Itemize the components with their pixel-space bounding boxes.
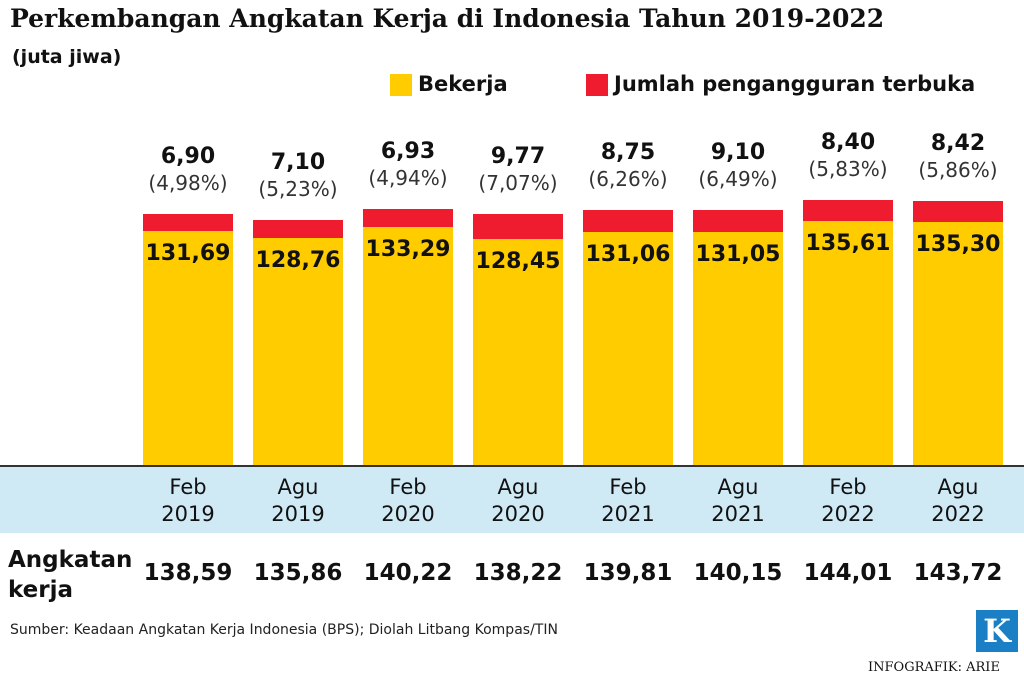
unemployed-label: 8,75 <box>600 140 656 166</box>
total-value: 138,59 <box>143 560 233 586</box>
rate-label: (5,83%) <box>808 156 888 181</box>
rate-label: (5,23%) <box>258 177 338 202</box>
rate-label: (5,86%) <box>918 157 998 182</box>
rate-label: (7,07%) <box>478 171 558 196</box>
legend-label: Bekerja <box>418 72 508 96</box>
logo: K <box>976 610 1018 652</box>
x-tick-label: Agu 2021 <box>711 475 765 526</box>
value-label: 135,30 <box>915 231 1001 257</box>
rate-label: (6,49%) <box>698 166 778 191</box>
value-label: 128,45 <box>475 248 561 274</box>
x-tick-label: Agu 2020 <box>491 475 545 526</box>
bar-segment <box>473 238 563 465</box>
chart-title: Perkembangan Angkatan Kerja di Indonesia… <box>10 4 885 33</box>
x-tick-label: Feb 2020 <box>381 475 435 526</box>
total-value: 135,86 <box>253 560 343 586</box>
x-tick-label: Feb 2019 <box>161 475 215 526</box>
bar-segment <box>253 238 343 465</box>
chart-subtitle: (juta jiwa) <box>12 46 122 68</box>
value-label: 131,06 <box>585 242 671 268</box>
total-value: 143,72 <box>913 560 1003 586</box>
bar-segment <box>253 220 343 239</box>
bar-segment <box>473 214 563 239</box>
bar-segment <box>803 220 893 465</box>
unemployed-label: 8,40 <box>820 129 876 155</box>
x-tick-label: Feb 2022 <box>821 475 875 526</box>
bar-segment <box>913 200 1003 222</box>
unemployed-label: 6,90 <box>160 143 216 169</box>
total-value: 144,01 <box>803 560 893 586</box>
bar-segment <box>693 209 783 233</box>
bar-segment <box>913 221 1003 465</box>
rate-label: (6,26%) <box>588 167 668 192</box>
total-value: 139,81 <box>583 560 673 586</box>
bar-segment <box>583 210 673 233</box>
bar-segment <box>583 232 673 465</box>
total-value: 138,22 <box>473 560 563 586</box>
x-tick-label: Feb 2021 <box>601 475 655 526</box>
totals-label: Angkatan kerja <box>8 547 133 603</box>
unemployed-label: 9,10 <box>710 139 766 165</box>
x-tick-label: Agu 2019 <box>271 475 325 526</box>
credit: INFOGRAFIK: ARIE <box>868 660 1000 675</box>
rate-label: (4,98%) <box>148 170 228 195</box>
category-band <box>0 465 1024 533</box>
value-label: 131,05 <box>695 242 781 268</box>
bar-segment <box>363 209 453 227</box>
value-label: 131,69 <box>145 240 231 266</box>
bar-segment <box>363 226 453 465</box>
bar-segment <box>143 213 233 231</box>
bar-segment <box>803 199 893 221</box>
legend-swatch <box>390 74 412 96</box>
source-note: Sumber: Keadaan Angkatan Kerja Indonesia… <box>10 622 558 638</box>
legend-label: Jumlah pengangguran terbuka <box>614 72 976 96</box>
bar-segment <box>143 230 233 465</box>
bar-segment <box>693 232 783 465</box>
unemployed-label: 6,93 <box>380 139 436 165</box>
total-value: 140,15 <box>693 560 783 586</box>
legend-swatch <box>586 74 608 96</box>
unemployed-label: 9,77 <box>490 144 546 170</box>
value-label: 135,61 <box>805 230 891 256</box>
value-label: 128,76 <box>255 248 341 274</box>
unemployed-label: 7,10 <box>270 150 326 176</box>
x-tick-label: Agu 2022 <box>931 475 985 526</box>
total-value: 140,22 <box>363 560 453 586</box>
unemployed-label: 8,42 <box>930 130 986 156</box>
rate-label: (4,94%) <box>368 166 448 191</box>
value-label: 133,29 <box>365 236 451 262</box>
